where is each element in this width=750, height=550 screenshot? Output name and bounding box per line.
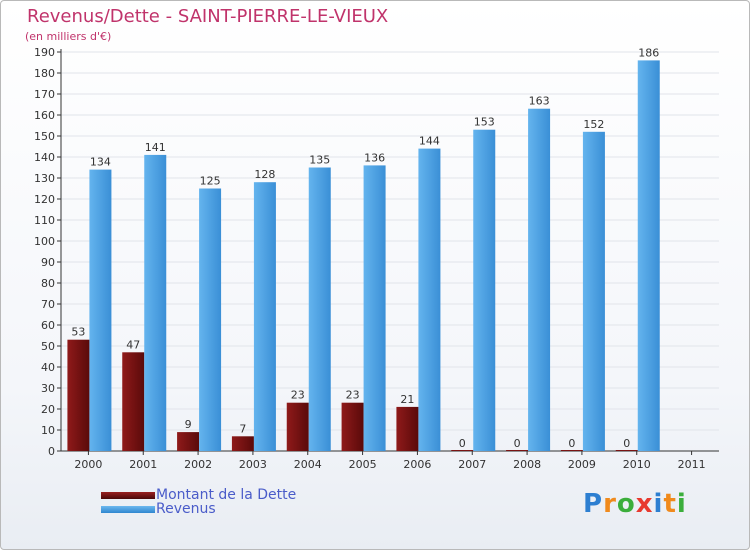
y-tick-label: 190 [34, 46, 55, 59]
x-tick-label: 2007 [458, 458, 486, 471]
y-tick-label: 120 [34, 193, 55, 206]
revenue-bar [89, 169, 112, 451]
x-tick-label: 2010 [623, 458, 651, 471]
x-tick-label: 2001 [129, 458, 157, 471]
debt-bar [177, 432, 200, 451]
logo-letter: P [583, 489, 604, 519]
y-tick-label: 70 [41, 298, 55, 311]
legend-label-debt: Montant de la Dette [156, 487, 297, 503]
logo-letter: o [616, 489, 636, 519]
debt-bar [286, 402, 309, 451]
y-tick-label: 100 [34, 235, 55, 248]
revenue-data-label: 153 [474, 116, 495, 129]
logo-letter: t [663, 489, 677, 519]
x-tick-label: 2005 [349, 458, 377, 471]
revenue-bar [473, 129, 496, 451]
logo-letter: i [676, 489, 687, 519]
y-tick-label: 140 [34, 151, 55, 164]
y-tick-label: 0 [48, 445, 55, 458]
debt-data-label: 0 [459, 437, 466, 450]
y-tick-label: 160 [34, 109, 55, 122]
revenue-bar [418, 148, 441, 451]
revenue-data-label: 135 [309, 154, 330, 167]
x-tick-label: 2008 [513, 458, 541, 471]
revenue-data-label: 152 [583, 118, 604, 131]
x-tick-label: 2002 [184, 458, 212, 471]
logo-letter: i [653, 489, 664, 519]
revenue-bar [637, 60, 660, 452]
y-tick-label: 150 [34, 130, 55, 143]
revenue-bar [199, 188, 222, 451]
debt-data-label: 53 [71, 326, 85, 339]
legend-label-revenue: Revenus [156, 501, 216, 517]
y-tick-label: 30 [41, 382, 55, 395]
y-tick-label: 80 [41, 277, 55, 290]
revenue-bar [528, 108, 551, 451]
revenue-bar [144, 154, 167, 451]
y-tick-label: 170 [34, 88, 55, 101]
debt-data-label: 21 [400, 393, 414, 406]
y-tick-label: 110 [34, 214, 55, 227]
y-tick-label: 40 [41, 361, 55, 374]
x-tick-label: 2003 [239, 458, 267, 471]
revenue-data-label: 136 [364, 151, 385, 164]
x-tick-label: 2006 [403, 458, 431, 471]
revenue-bar [253, 182, 276, 451]
debt-data-label: 0 [514, 437, 521, 450]
revenue-bar [363, 165, 386, 451]
revenue-data-label: 186 [638, 46, 659, 59]
logo-letter: r [603, 489, 617, 519]
y-tick-label: 90 [41, 256, 55, 269]
x-tick-label: 2004 [294, 458, 322, 471]
chart-title: Revenus/Dette - SAINT-PIERRE-LE-VIEUX [27, 6, 389, 27]
revenue-data-label: 125 [200, 175, 221, 188]
debt-bar [231, 436, 254, 451]
debt-data-label: 23 [291, 389, 305, 402]
revenue-data-label: 134 [90, 156, 111, 169]
y-tick-label: 50 [41, 340, 55, 353]
revenue-data-label: 144 [419, 135, 440, 148]
x-tick-label: 2009 [568, 458, 596, 471]
revenue-data-label: 141 [145, 141, 166, 154]
debt-data-label: 9 [185, 418, 192, 431]
x-tick-label: 2000 [74, 458, 102, 471]
debt-data-label: 23 [346, 389, 360, 402]
debt-data-label: 47 [126, 338, 140, 351]
legend-swatch-debt [101, 492, 155, 499]
proxiti-logo: Proxiti [583, 489, 687, 519]
debt-bar [67, 339, 90, 451]
y-tick-label: 180 [34, 67, 55, 80]
revenue-data-label: 128 [254, 168, 275, 181]
revenue-data-label: 163 [529, 95, 550, 108]
debt-bar [122, 352, 145, 451]
chart-subtitle: (en milliers d'€) [25, 30, 112, 43]
y-tick-label: 130 [34, 172, 55, 185]
revenue-bar [582, 131, 605, 452]
y-tick-label: 10 [41, 424, 55, 437]
debt-data-label: 0 [623, 437, 630, 450]
y-tick-label: 60 [41, 319, 55, 332]
logo-letter: x [635, 489, 654, 519]
legend-swatch-revenue [101, 506, 155, 513]
debt-bar [396, 406, 419, 451]
debt-data-label: 7 [239, 422, 246, 435]
debt-data-label: 0 [568, 437, 575, 450]
debt-bar [341, 402, 364, 451]
x-tick-label: 2011 [678, 458, 706, 471]
y-tick-label: 20 [41, 403, 55, 416]
revenue-bar [308, 167, 331, 451]
